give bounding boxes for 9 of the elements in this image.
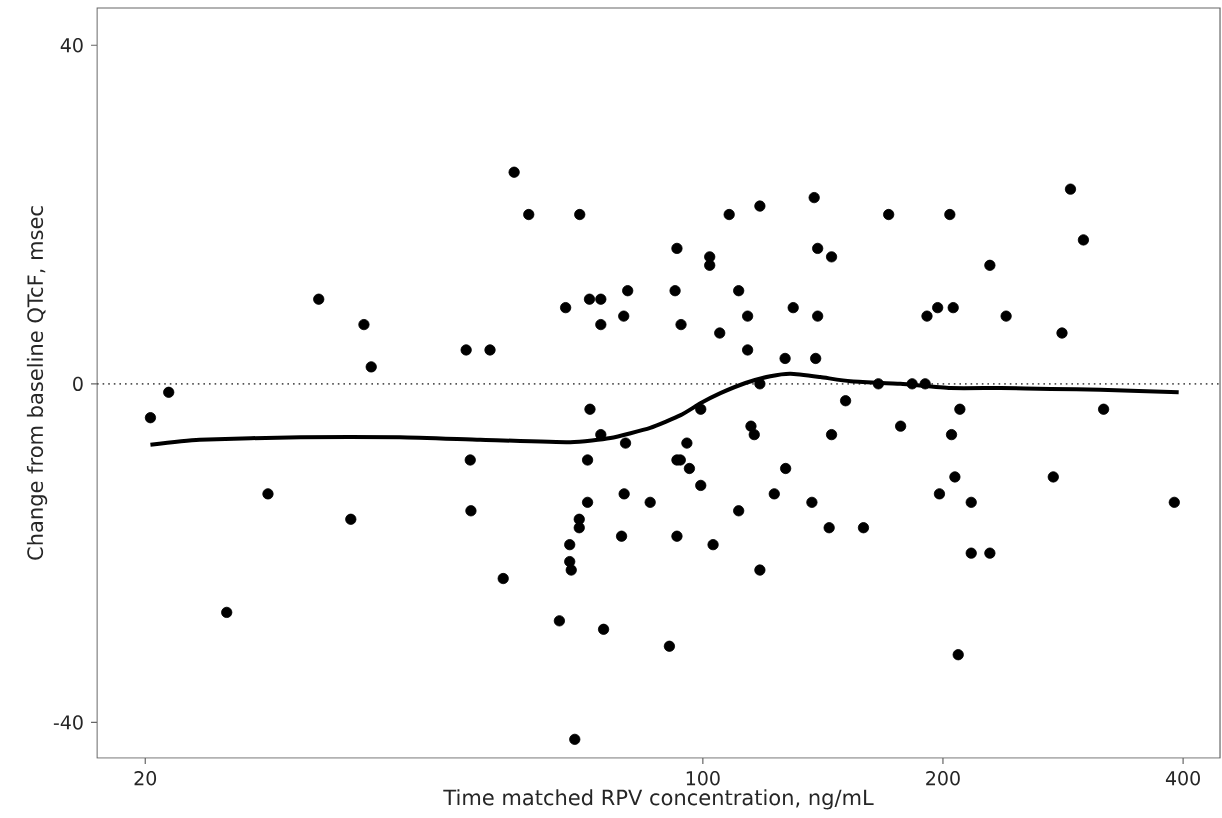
x-tick-label: 100	[686, 771, 720, 786]
y-tick-label: -40	[53, 715, 83, 730]
y-axis-title: Change from baseline QTcF, msec	[26, 206, 48, 560]
x-tick-label: 400	[1165, 771, 1200, 786]
x-tick-label: 200	[926, 771, 960, 786]
x-axis-title: Time matched RPV concentration, ng/mL	[443, 789, 874, 810]
x-tick-label: 20	[134, 771, 157, 786]
y-tick-label: 0	[73, 376, 83, 392]
y-tick-label: 40	[60, 38, 83, 53]
